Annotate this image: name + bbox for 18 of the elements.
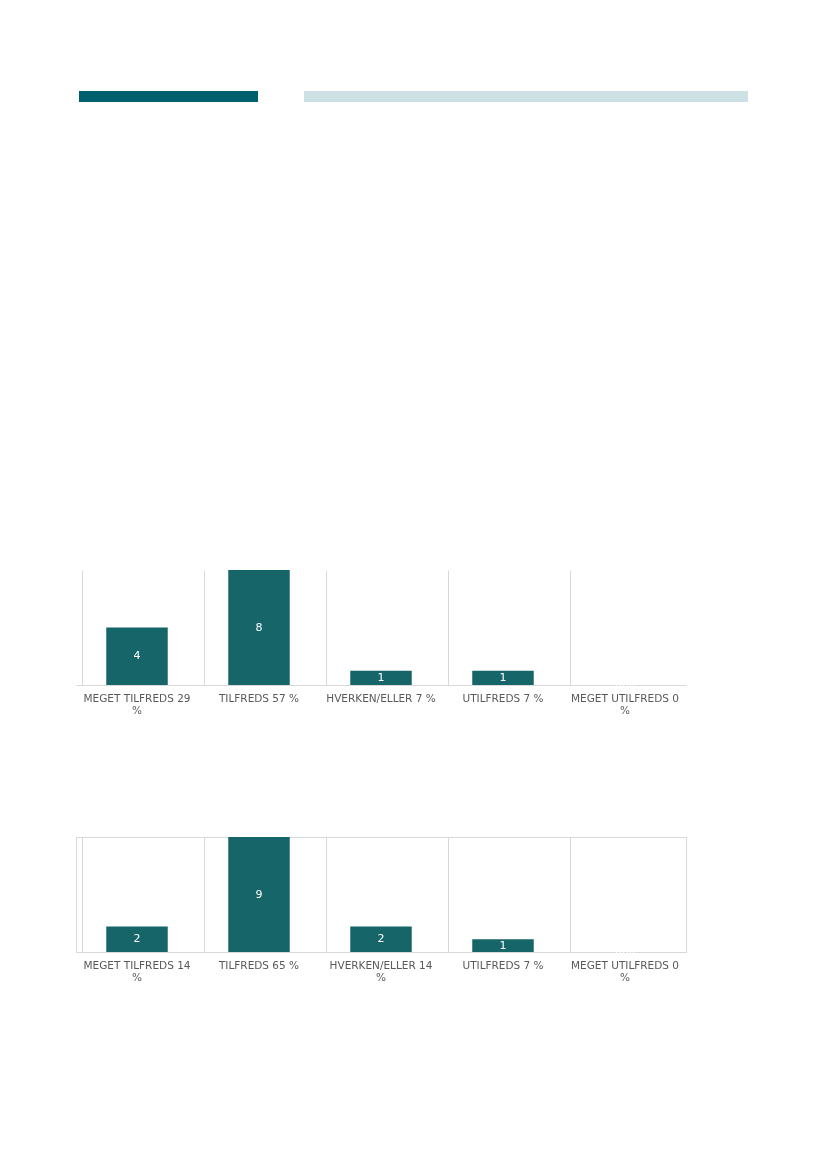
data-label: 1 — [499, 938, 507, 952]
x-tick-label: HVERKEN/ELLER 7 % — [326, 691, 436, 704]
data-label: 9 — [255, 887, 263, 901]
x-tick-label: MEGET TILFREDS 29 % — [83, 691, 191, 716]
data-label: 4 — [133, 649, 141, 663]
x-tick-label: MEGET UTILFREDS 0 % — [571, 958, 679, 983]
x-tick-label: TILFREDS 65 % — [217, 958, 300, 971]
x-tick-label: MEGET TILFREDS 14 % — [83, 958, 191, 983]
x-tick-label: UTILFREDS 7 % — [462, 958, 544, 971]
data-label: 8 — [255, 620, 263, 634]
x-tick-label: TILFREDS 57 % — [217, 691, 300, 704]
x-tick-label: MEGET UTILFREDS 0 % — [571, 691, 679, 716]
data-label: 1 — [377, 670, 385, 684]
data-label: 2 — [377, 932, 385, 946]
data-label: 2 — [133, 932, 141, 946]
data-label: 1 — [499, 670, 507, 684]
x-tick-label: HVERKEN/ELLER 14 % — [329, 958, 433, 983]
x-tick-label: UTILFREDS 7 % — [462, 691, 544, 704]
